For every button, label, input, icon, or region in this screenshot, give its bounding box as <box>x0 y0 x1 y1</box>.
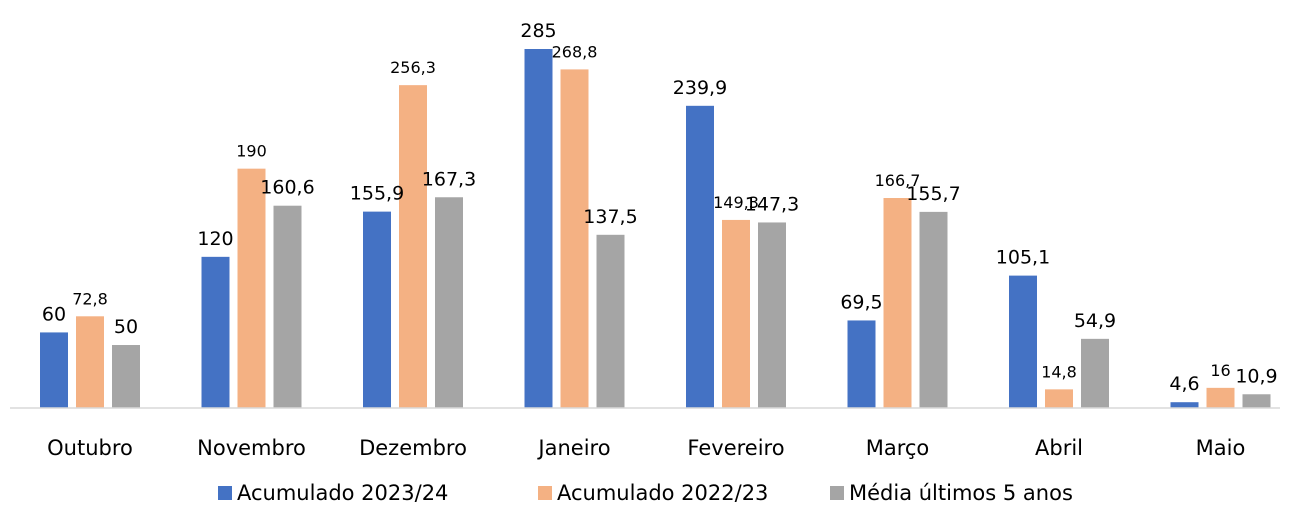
bar-acumulado-2022-23-janeiro <box>560 69 589 409</box>
bar-acumulado-2022-23-novembro <box>237 168 266 408</box>
legend-label-media-ultimos-5-anos: Média últimos 5 anos <box>849 481 1073 505</box>
category-label-abril: Abril <box>1035 436 1083 460</box>
bar-media-ultimos-5-anos-outubro <box>112 345 140 408</box>
data-label-media-ultimos-5-anos-novembro: 160,6 <box>260 177 314 199</box>
data-label-media-ultimos-5-anos-marco: 155,7 <box>906 183 960 205</box>
data-labels-group: 60 72,8 50 120 190 160,6 155,9 256,3 167,3 285268… <box>42 20 1278 395</box>
bar-media-ultimos-5-anos-fevereiro <box>758 222 786 408</box>
category-label-janeiro: Janeiro <box>536 436 610 460</box>
bar-acumulado-2022-23-abril <box>1045 389 1073 408</box>
legend-swatch-acumulado-2023-24 <box>218 486 232 500</box>
category-label-marco: Março <box>866 436 930 460</box>
data-label-acumulado-2023-24-abril: 105,1 <box>996 247 1050 269</box>
bar-acumulado-2023-24-maio <box>1170 402 1199 408</box>
bar-acumulado-2023-24-fevereiro <box>686 105 714 408</box>
bar-acumulado-2022-23-dezembro <box>399 85 427 409</box>
bar-acumulado-2023-24-abril <box>1009 275 1037 408</box>
legend-label-acumulado-2022-23: Acumulado 2022/23 <box>557 481 768 505</box>
category-labels-group: Outubro Novembro Dezembro Janeiro Fevereiro M… <box>47 436 1245 460</box>
bar-media-ultimos-5-anos-novembro <box>273 205 302 408</box>
category-label-outubro: Outubro <box>47 436 133 460</box>
bar-acumulado-2023-24-dezembro <box>363 211 391 408</box>
data-label-acumulado-2022-23-dezembro: 256,3 <box>390 58 436 77</box>
category-label-fevereiro: Fevereiro <box>687 436 784 460</box>
data-label-acumulado-2022-23-marco: 166,7 <box>875 171 921 190</box>
data-label-acumulado-2022-23-janeiro: 268,8 <box>552 42 598 61</box>
data-label-media-ultimos-5-anos-janeiro: 137,5 <box>583 206 637 228</box>
data-label-media-ultimos-5-anos-fevereiro: 147,3 <box>745 193 799 215</box>
bar-acumulado-2023-24-marco <box>847 320 876 408</box>
bar-acumulado-2022-23-maio <box>1206 387 1235 408</box>
category-label-maio: Maio <box>1196 436 1246 460</box>
bars-group <box>40 49 1271 409</box>
data-label-acumulado-2023-24-maio: 4,6 <box>1169 373 1199 395</box>
data-label-acumulado-2023-24-novembro: 120 <box>197 228 233 250</box>
bar-acumulado-2022-23-fevereiro <box>722 219 750 408</box>
bar-media-ultimos-5-anos-marco <box>919 211 948 408</box>
legend: Acumulado 2023/24 Acumulado 2022/23 Média … <box>218 481 1073 505</box>
bar-media-ultimos-5-anos-abril <box>1081 338 1109 408</box>
legend-swatch-media-ultimos-5-anos <box>830 486 844 500</box>
bar-acumulado-2023-24-janeiro <box>524 49 553 408</box>
data-label-media-ultimos-5-anos-maio: 10,9 <box>1235 365 1277 387</box>
data-label-acumulado-2023-24-fevereiro: 239,9 <box>673 77 727 99</box>
legend-swatch-acumulado-2022-23 <box>538 486 552 500</box>
data-label-media-ultimos-5-anos-outubro: 50 <box>114 316 138 338</box>
category-label-dezembro: Dezembro <box>359 436 467 460</box>
data-label-acumulado-2023-24-janeiro: 285 <box>520 20 556 42</box>
data-label-media-ultimos-5-anos-abril: 54,9 <box>1074 310 1116 332</box>
category-label-novembro: Novembro <box>197 436 306 460</box>
data-label-acumulado-2022-23-fevereiro: 149,3 <box>713 193 759 212</box>
data-label-acumulado-2023-24-dezembro: 155,9 <box>350 183 404 205</box>
data-label-acumulado-2022-23-outubro: 72,8 <box>72 289 108 308</box>
bar-acumulado-2023-24-novembro <box>201 256 230 408</box>
bar-media-ultimos-5-anos-janeiro <box>596 234 625 408</box>
data-label-acumulado-2023-24-outubro: 60 <box>42 303 66 325</box>
bar-acumulado-2022-23-outubro <box>76 316 104 408</box>
data-label-acumulado-2022-23-novembro: 190 <box>236 142 267 161</box>
data-label-acumulado-2022-23-maio: 16 <box>1210 361 1230 380</box>
bar-media-ultimos-5-anos-maio <box>1242 394 1271 408</box>
data-label-media-ultimos-5-anos-dezembro: 167,3 <box>422 168 476 190</box>
bar-acumulado-2022-23-marco <box>883 198 912 408</box>
bar-media-ultimos-5-anos-dezembro <box>435 197 463 408</box>
legend-label-acumulado-2023-24: Acumulado 2023/24 <box>237 481 448 505</box>
bar-acumulado-2023-24-outubro <box>40 332 68 408</box>
data-label-acumulado-2022-23-abril: 14,8 <box>1041 362 1077 381</box>
data-label-acumulado-2023-24-marco: 69,5 <box>840 291 882 313</box>
